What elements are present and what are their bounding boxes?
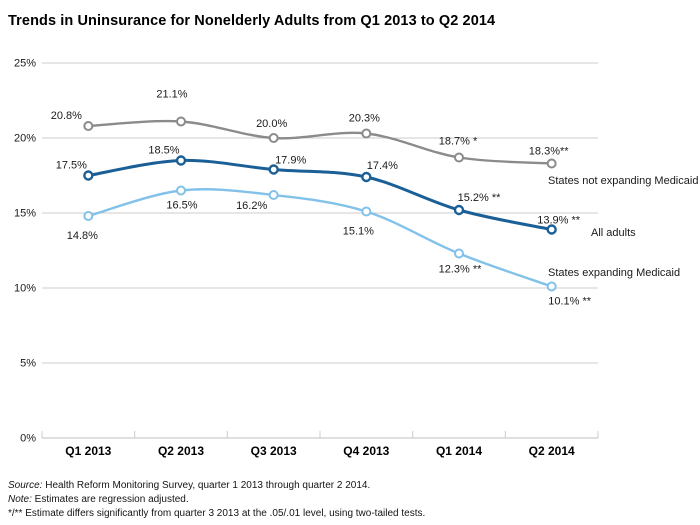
footnote-note-text: Estimates are regression adjusted. bbox=[31, 494, 189, 505]
data-point-marker-all-adults bbox=[83, 170, 94, 181]
data-point-marker-states-expanding-medicaid bbox=[454, 248, 464, 259]
y-axis-tick-label: 10% bbox=[14, 283, 36, 295]
footnote-note: Note: Estimates are regression adjusted. bbox=[8, 493, 668, 507]
footnote-source: Source: Health Reform Monitoring Survey,… bbox=[8, 479, 668, 493]
series-line-all-adults bbox=[86, 158, 554, 231]
y-axis-tick-label: 5% bbox=[20, 358, 36, 370]
data-point-marker-states-not-expanding-medicaid bbox=[361, 128, 372, 139]
data-point-marker-states-not-expanding-medicaid bbox=[454, 152, 464, 163]
footnote-significance: */** Estimate differs significantly from… bbox=[8, 507, 668, 521]
x-axis-tick-label: Q1 2013 bbox=[65, 444, 111, 458]
data-point-marker-states-not-expanding-medicaid bbox=[546, 158, 557, 169]
footnote-source-text: Health Reform Monitoring Survey, quarter… bbox=[42, 480, 371, 491]
data-point-marker-all-adults bbox=[361, 171, 372, 183]
data-point-label-states-expanding-medicaid: 16.2% bbox=[236, 200, 267, 212]
data-point-marker-states-expanding-medicaid bbox=[176, 185, 186, 196]
series-name-label-states-not-expanding-medicaid: States not expanding Medicaid bbox=[548, 175, 698, 187]
footnote-significance-text: Estimate differs significantly from quar… bbox=[22, 508, 426, 519]
data-point-label-all-adults: 17.9% bbox=[275, 155, 306, 167]
data-point-label-states-expanding-medicaid: 12.3% ** bbox=[439, 264, 483, 276]
data-point-label-states-not-expanding-medicaid: 20.8% bbox=[51, 110, 82, 122]
data-point-marker-all-adults bbox=[175, 155, 187, 166]
chart-title: Trends in Uninsurance for Nonelderly Adu… bbox=[8, 13, 496, 29]
data-point-label-states-not-expanding-medicaid: 18.3%** bbox=[529, 146, 569, 158]
data-point-marker-all-adults bbox=[268, 164, 279, 175]
series-name-label-states-expanding-medicaid: States expanding Medicaid bbox=[548, 267, 680, 279]
data-point-marker-states-not-expanding-medicaid bbox=[83, 121, 94, 131]
data-point-marker-all-adults bbox=[546, 224, 557, 235]
footnotes: Source: Health Reform Monitoring Survey,… bbox=[8, 479, 668, 521]
data-point-marker-states-expanding-medicaid bbox=[268, 190, 279, 200]
data-point-marker-states-not-expanding-medicaid bbox=[268, 133, 279, 143]
x-axis-tick-label: Q2 2014 bbox=[529, 444, 575, 458]
data-point-label-all-adults: 15.2% ** bbox=[458, 192, 502, 204]
x-axis-tick-label: Q3 2013 bbox=[251, 444, 297, 458]
y-axis-tick-label: 0% bbox=[20, 433, 36, 445]
data-point-label-states-not-expanding-medicaid: 18.7% * bbox=[439, 136, 478, 148]
data-point-label-states-not-expanding-medicaid: 21.1% bbox=[156, 89, 187, 101]
footnote-note-label: Note: bbox=[8, 494, 32, 505]
data-point-marker-states-not-expanding-medicaid bbox=[176, 116, 186, 127]
data-point-marker-states-expanding-medicaid bbox=[546, 281, 557, 292]
series-line-states-expanding-medicaid bbox=[87, 188, 553, 288]
series-line-states-not-expanding-medicaid bbox=[87, 119, 553, 165]
series-name-label-all-adults: All adults bbox=[591, 227, 636, 239]
data-point-label-states-expanding-medicaid: 15.1% bbox=[343, 226, 374, 238]
footnote-source-label: Source: bbox=[8, 480, 43, 491]
data-point-label-states-expanding-medicaid: 10.1% ** bbox=[548, 296, 592, 308]
data-point-label-states-expanding-medicaid: 14.8% bbox=[67, 230, 98, 242]
uninsurance-trend-chart: 0% 5% 10% 15% 20% 25% Q1 2013 Q2 2013 Q3 2013 Q4 … bbox=[14, 58, 698, 459]
data-point-label-all-adults: 17.5% bbox=[56, 160, 87, 172]
data-point-marker-all-adults bbox=[453, 204, 465, 216]
data-point-label-all-adults: 18.5% bbox=[148, 145, 179, 157]
y-axis-tick-label: 15% bbox=[14, 208, 36, 220]
x-axis-tick-label: Q4 2013 bbox=[343, 444, 389, 458]
data-point-marker-states-expanding-medicaid bbox=[83, 211, 94, 221]
data-point-label-all-adults: 13.9% ** bbox=[537, 215, 581, 227]
data-point-label-all-adults: 17.4% bbox=[367, 160, 398, 172]
x-axis-tick-label: Q1 2014 bbox=[436, 444, 482, 458]
data-point-label-states-not-expanding-medicaid: 20.3% bbox=[349, 113, 380, 125]
x-axis-tick-label: Q2 2013 bbox=[158, 444, 204, 458]
data-point-label-states-not-expanding-medicaid: 20.0% bbox=[256, 118, 287, 130]
data-point-marker-states-expanding-medicaid bbox=[361, 206, 372, 217]
data-point-label-states-expanding-medicaid: 16.5% bbox=[166, 200, 197, 212]
y-axis-tick-label: 20% bbox=[14, 133, 36, 145]
y-axis-tick-label: 25% bbox=[14, 58, 36, 70]
footnote-significance-label: */** bbox=[8, 508, 23, 519]
